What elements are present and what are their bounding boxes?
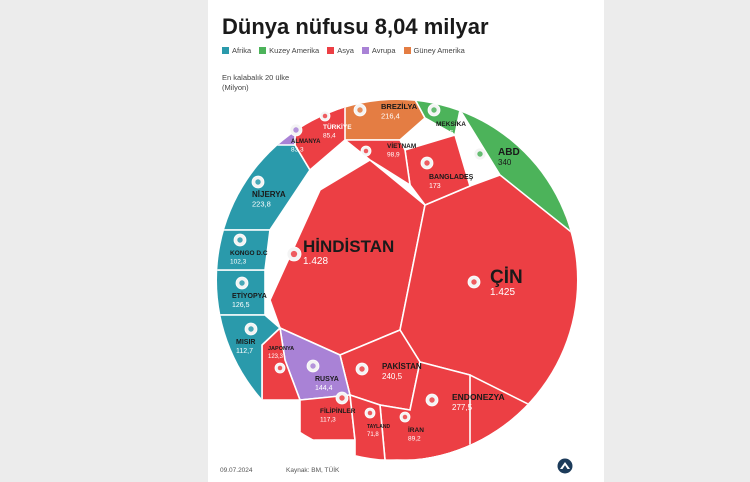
country-value-misir: 112,7 [236, 348, 253, 355]
country-name-ni-jerya: NİJERYA [252, 190, 286, 199]
country-name-almanya: ALMANYA [291, 139, 321, 145]
flag-emblem-icon [277, 365, 283, 371]
country-name-türki-ye: TÜRKİYE [323, 122, 352, 131]
legend: Afrika Kuzey Amerika Asya Avrupa Güney Ameri… [222, 46, 465, 55]
country-name-brezi-lya: BREZİLYA [381, 102, 418, 111]
flag-emblem-icon [357, 107, 363, 113]
country-name-bangladeş: BANGLADEŞ [429, 174, 474, 181]
flag-emblem-icon [293, 127, 299, 133]
legend-label: Afrika [232, 46, 252, 55]
country-name-japonya: JAPONYA [268, 346, 294, 352]
legend-item-3: Avrupa [361, 46, 396, 55]
country-value-vi-etnam: 98,9 [387, 152, 400, 159]
footer-source: Kaynak: BM, TÜİK [286, 467, 340, 474]
country-value-fi-li-pi-nler: 117,3 [320, 417, 336, 424]
legend-label: Güney Amerika [413, 46, 465, 55]
country-name-fi-li-pi-nler: FİLİPİNLER [320, 407, 356, 415]
country-name-rusya: RUSYA [315, 376, 339, 383]
legend-swatch [327, 47, 335, 54]
legend-item-1: Kuzey Amerika [259, 46, 319, 55]
country-value-kongo-d-c: 102,3 [230, 259, 247, 266]
country-value-endonezya: 277,5 [452, 403, 473, 412]
country-value-brezi-lya: 216,4 [381, 112, 400, 121]
cell-türki-ye [294, 100, 346, 172]
flag-emblem-icon [431, 107, 437, 113]
flag-emblem-icon [248, 326, 254, 332]
flag-emblem-icon [402, 414, 408, 420]
country-name-hi-ndi-stan: HİNDİSTAN [303, 237, 394, 256]
legend-swatch [361, 47, 369, 54]
flag-emblem-icon [367, 410, 373, 416]
country-name-eti-yopya: ETİYOPYA [232, 292, 267, 300]
country-value-meksi-ka: 128,5 [436, 130, 454, 137]
country-name-abd: ABD [498, 147, 520, 158]
country-value-paki-stan: 240,5 [382, 372, 403, 381]
flag-emblem-icon [359, 366, 365, 372]
flag-emblem-icon [339, 395, 345, 401]
legend-swatch [259, 47, 267, 54]
country-value-hi-ndi-stan: 1.428 [303, 256, 328, 267]
country-value-almanya: 83,3 [291, 147, 304, 154]
country-name-kongo-d-c: KONGO D.C [230, 250, 268, 257]
legend-item-0: Afrika [222, 46, 251, 55]
country-value-i-ran: 89,2 [408, 436, 421, 443]
flag-emblem-icon [363, 148, 369, 154]
flag-emblem-icon [237, 237, 243, 243]
chart-title: Dünya nüfusu 8,04 milyar [222, 14, 489, 39]
flag-emblem-icon [310, 363, 316, 369]
agency-logo-icon [557, 458, 573, 474]
flag-emblem-icon [255, 179, 261, 185]
country-value-çi-n: 1.425 [490, 287, 515, 298]
country-name-çi-n: ÇİN [490, 267, 523, 288]
country-value-abd: 340 [498, 158, 512, 167]
legend-swatch [403, 47, 411, 54]
flag-emblem-icon [477, 151, 483, 157]
footer-date: 09.07.2024 [220, 467, 253, 474]
country-value-ni-jerya: 223,8 [252, 200, 271, 209]
country-value-rusya: 144,4 [315, 385, 333, 392]
country-value-tayland: 71,8 [367, 432, 379, 438]
legend-swatch [222, 47, 229, 54]
country-value-türki-ye: 85,4 [323, 133, 336, 140]
country-value-bangladeş: 173 [429, 183, 441, 190]
country-name-endonezya: ENDONEZYA [452, 392, 505, 402]
flag-emblem-icon [424, 160, 430, 166]
country-name-meksi-ka: MEKSİKA [436, 120, 466, 128]
subtitle-line-1: En kalabalık 20 ülke [222, 73, 290, 82]
subtitle-line-2: (Milyon) [222, 83, 249, 92]
flag-emblem-icon [429, 397, 435, 403]
legend-label: Asya [337, 46, 354, 55]
country-name-vi-etnam: VİETNAM [387, 142, 416, 150]
flag-emblem-icon [322, 113, 328, 119]
chart-subtitle: En kalabalık 20 ülke (Milyon) [222, 73, 289, 93]
legend-label: Avrupa [371, 46, 396, 55]
cell-almanya [239, 100, 296, 146]
country-name-misir: MISIR [236, 339, 255, 346]
country-name-i-ran: İRAN [408, 426, 424, 434]
legend-label: Kuzey Amerika [269, 46, 320, 55]
legend-item-2: Asya [327, 46, 354, 55]
cell-i-ran [379, 361, 471, 460]
legend-item-4: Güney Amerika [403, 46, 465, 55]
cell-tayland [349, 393, 386, 460]
country-value-japonya: 123,3 [268, 354, 284, 360]
country-name-paki-stan: PAKİSTAN [382, 362, 422, 371]
flag-emblem-icon [290, 250, 298, 258]
cell-brezi-lya [333, 100, 427, 141]
flag-emblem-icon [471, 279, 477, 285]
flag-emblem-icon [239, 280, 245, 286]
country-name-tayland: TAYLAND [367, 424, 390, 430]
country-value-eti-yopya: 126,5 [232, 302, 250, 309]
